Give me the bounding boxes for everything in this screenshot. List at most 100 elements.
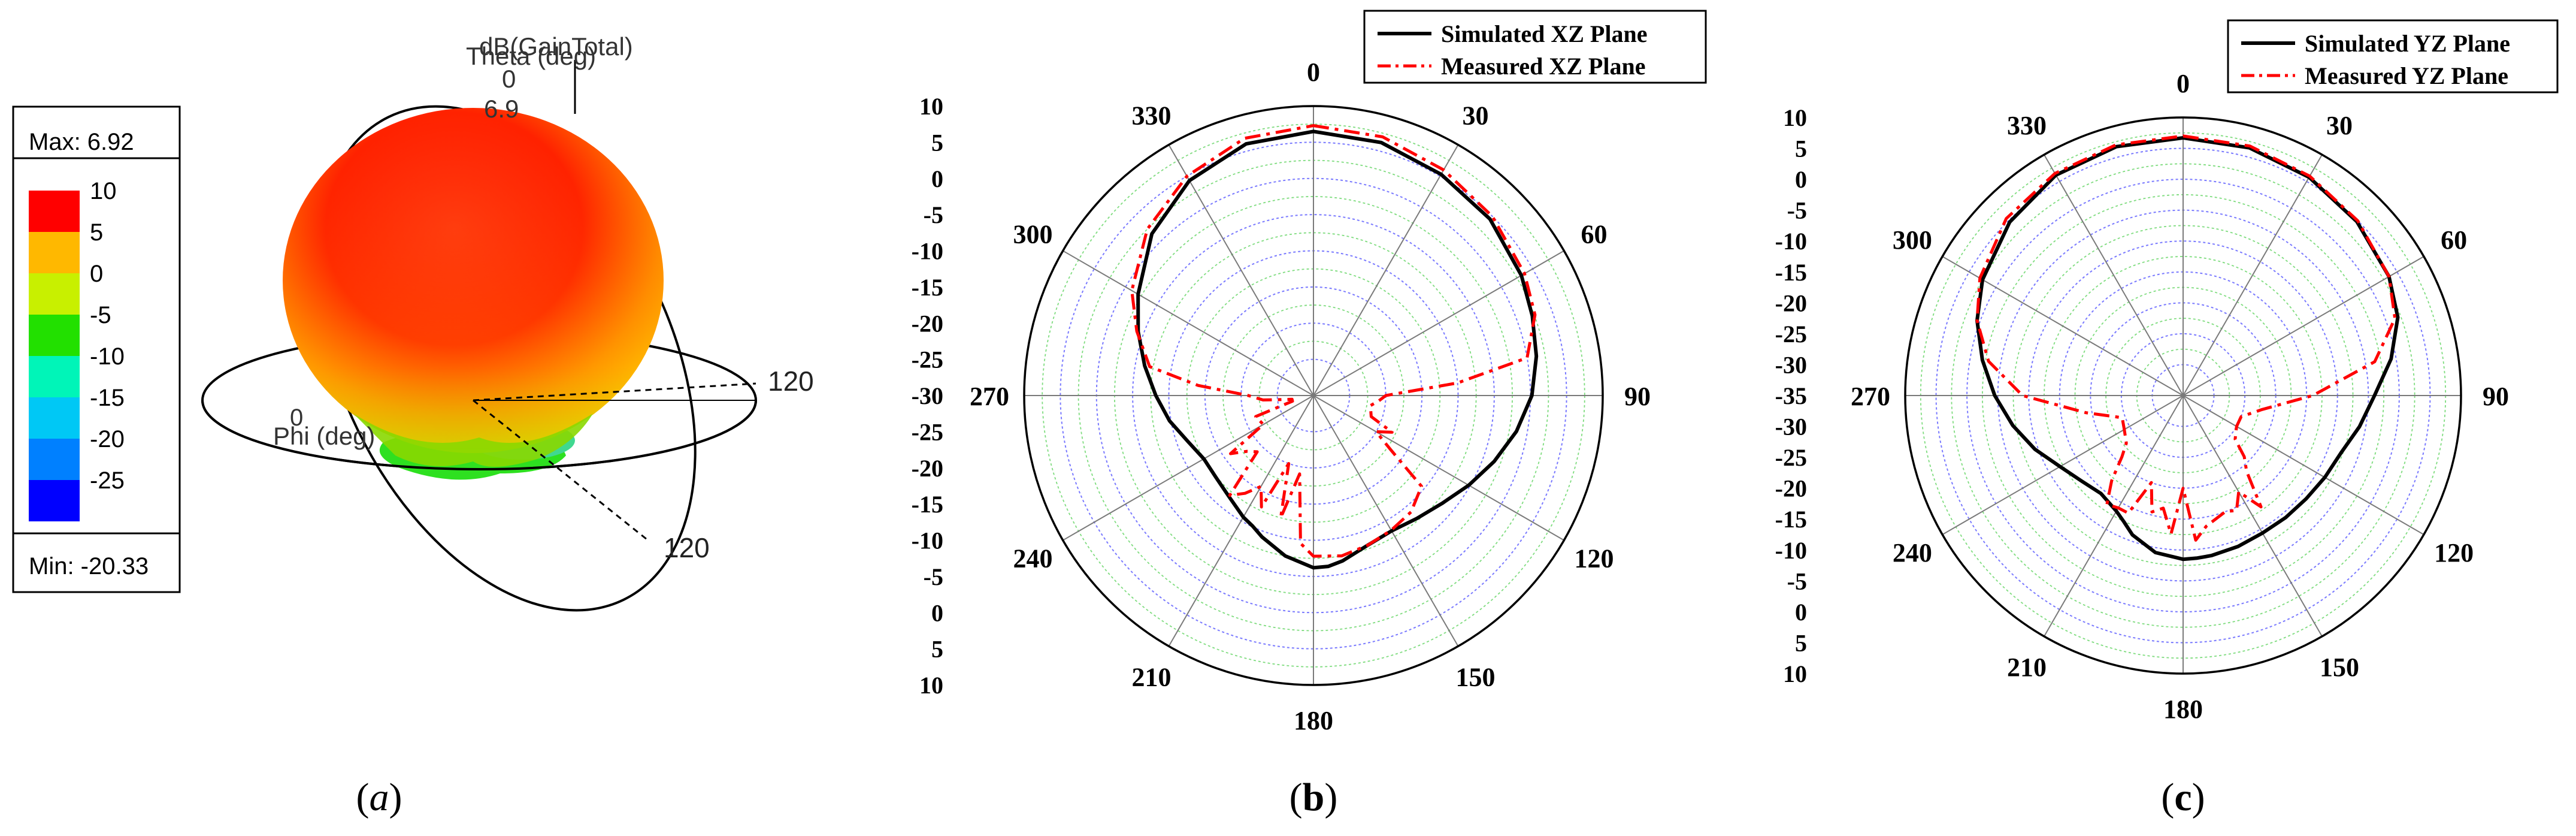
radial-tick-label: -5 (1787, 568, 1807, 594)
legend-value: 10 (90, 178, 117, 204)
angle-tick-label: 270 (1851, 382, 1890, 411)
radial-tick-label: -10 (1775, 537, 1807, 564)
legend-value: -20 (90, 426, 125, 452)
gain-sphere (283, 108, 664, 480)
radial-tick-label: -20 (1775, 475, 1807, 502)
grid-spoke (2183, 256, 2424, 396)
caption-letter: c (2174, 775, 2191, 819)
grid-spoke (1168, 144, 1314, 396)
radial-tick-label: 10 (1783, 104, 1807, 131)
legend-min-label: Min: -20.33 (29, 553, 149, 580)
grid-spoke (1313, 250, 1564, 396)
radial-tick-label: 5 (1795, 629, 1807, 656)
legend-entry-label: Simulated XZ Plane (1441, 20, 1647, 47)
radial-tick-label: -25 (1775, 321, 1807, 348)
caption-c: (c) (2161, 775, 2205, 819)
angle-tick-label: 120 (2434, 538, 2474, 568)
radial-tick-label: -30 (912, 382, 943, 409)
radial-tick-label: 10 (919, 672, 943, 699)
theta-zero-label: 0 (502, 65, 516, 93)
grid-spoke (2044, 154, 2184, 396)
angle-tick-label: 60 (2441, 225, 2467, 255)
grid-spoke (2183, 395, 2323, 637)
radial-tick-label: -5 (1787, 197, 1807, 224)
radial-tick-label: -20 (912, 310, 943, 337)
legend-swatch (29, 191, 80, 232)
angle-tick-label: 0 (1307, 58, 1320, 87)
panel-b-polar-xz: 0 30 60 90 120 150 180 210 240 270 300 330 10 5 0 -5 -10… (912, 10, 1707, 819)
caption-letter: b (1303, 775, 1325, 819)
legend-swatch (29, 397, 80, 439)
legend-swatch (29, 273, 80, 315)
color-scale-legend: Max: 6.92 Min: -20.33 10 5 0 -5 -10 -15 -20 -25 (12, 105, 181, 593)
radial-tick-label: -5 (924, 201, 943, 228)
radial-tick-label: -10 (1775, 228, 1807, 255)
gain-title: dB(GainTotal) (479, 32, 633, 61)
radial-tick-label: -15 (1775, 259, 1807, 286)
legend-value: -15 (90, 385, 125, 411)
radial-tick-label: -10 (912, 238, 943, 265)
grid-spoke (1313, 144, 1459, 396)
series-line-simulated (1136, 129, 1539, 570)
angle-tick-label: 150 (1456, 663, 1496, 692)
radial-tick-label: -25 (1775, 444, 1807, 471)
radial-tick-label: -5 (924, 563, 943, 590)
radial-tick-label: 5 (1795, 135, 1807, 162)
legend-value: 0 (90, 261, 103, 287)
grid-spoke (1168, 395, 1314, 647)
radial-tick-label: -15 (1775, 506, 1807, 533)
angle-tick-label: 330 (1132, 101, 1172, 130)
legend-entry-label: Measured XZ Plane (1441, 53, 1645, 80)
grid-spoke (1063, 250, 1314, 396)
angle-tick-label: 30 (2326, 111, 2353, 140)
legend-swatch (29, 232, 80, 273)
grid-spoke (2183, 154, 2323, 396)
radial-tick-label: 0 (931, 165, 943, 192)
legend-value: -5 (90, 302, 111, 328)
angle-tick-label: 240 (1893, 538, 1932, 568)
grid-spoke (1313, 395, 1564, 541)
legend-swatch (29, 439, 80, 480)
caption-b: (b) (1289, 775, 1338, 819)
grid-spoke (1942, 395, 2184, 535)
caption-a: (a) (356, 775, 402, 819)
angle-tick-label: 300 (1893, 225, 1932, 255)
angle-tick-label: 30 (1463, 101, 1489, 130)
angle-tick-label: 330 (2007, 111, 2047, 140)
radial-tick-label: -15 (912, 274, 943, 301)
radial-tick-label: 0 (1795, 599, 1807, 626)
angle-tick-label: 240 (1013, 544, 1052, 574)
phi-zero-label: 0 (290, 405, 303, 431)
radial-tick-label: -10 (912, 527, 943, 554)
radial-tick-label: 10 (1783, 660, 1807, 687)
angle-tick-label: 90 (2483, 382, 2509, 411)
legend-entries: 10 5 0 -5 -10 -15 -20 -25 (29, 178, 125, 521)
legend-value: -25 (90, 467, 125, 494)
legend-entry-label: Measured YZ Plane (2305, 62, 2508, 89)
grid-spoke (2044, 395, 2184, 637)
angle-tick-label: 150 (2320, 653, 2359, 682)
panel-c-polar-yz: 0 30 60 90 120 150 180 210 240 270 300 330 10 5 0 -5 -10… (1775, 19, 2559, 819)
angle-tick-label: 210 (2007, 653, 2047, 682)
radial-tick-label: -25 (912, 418, 943, 445)
angle-tick-label: 120 (1575, 544, 1614, 574)
radial-tick-label: 0 (931, 599, 943, 626)
legend-value: -10 (90, 343, 125, 370)
radial-tick-label: -20 (912, 455, 943, 482)
radial-tick-label: 0 (1795, 166, 1807, 193)
legend-swatch (29, 315, 80, 356)
series-line-measured (1130, 124, 1537, 558)
chart-legend: Simulated YZ Plane Measured YZ Plane (2227, 19, 2559, 93)
angle-tick-label: 60 (1581, 220, 1608, 249)
angle-tick-label: 270 (970, 382, 1009, 411)
radial-tick-label: -15 (912, 491, 943, 518)
series-line-measured (1975, 134, 2397, 542)
radial-tick-label: 5 (931, 129, 943, 156)
phi-axis-label: Phi (deg) (273, 422, 375, 450)
theta-ring-label: 120 (664, 532, 710, 563)
radial-tick-label: 10 (919, 93, 943, 120)
theta-axis-label: Theta (deg) (466, 42, 596, 70)
polar-outer-ring (1023, 105, 1604, 686)
legend-max-label: Max: 6.92 (29, 129, 134, 155)
